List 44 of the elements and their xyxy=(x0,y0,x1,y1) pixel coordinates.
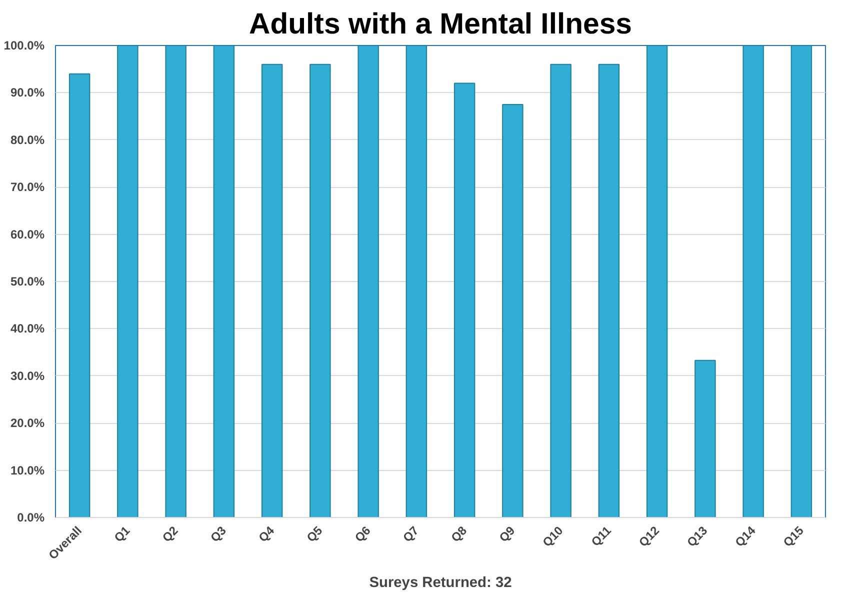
bar xyxy=(406,46,428,518)
chart-title: Adults with a Mental Illness xyxy=(249,8,632,40)
bar xyxy=(310,64,331,518)
x-tick-label: Q5 xyxy=(304,523,326,545)
y-tick-label: 90.0% xyxy=(10,86,45,100)
bar xyxy=(646,46,668,518)
x-tick-label: Q13 xyxy=(684,523,710,550)
y-tick-label: 20.0% xyxy=(10,416,45,430)
bar xyxy=(742,46,764,518)
bar xyxy=(598,64,620,518)
bar xyxy=(117,46,138,518)
bar xyxy=(454,82,476,518)
x-tick-label: Q15 xyxy=(780,523,807,550)
x-axis-title: Sureys Returned: 32 xyxy=(369,575,512,592)
y-tick-label: 80.0% xyxy=(10,132,45,147)
bar xyxy=(358,46,379,518)
y-tick-label: 10.0% xyxy=(10,463,45,478)
x-tick-label: Q12 xyxy=(636,523,662,550)
bar xyxy=(165,46,186,518)
y-tick-label: 40.0% xyxy=(10,322,45,336)
x-tick-label: Q11 xyxy=(588,523,614,550)
y-tick-label: 70.0% xyxy=(10,180,45,194)
x-tick-label: Q9 xyxy=(496,523,518,545)
x-tick-label: Q14 xyxy=(732,523,758,550)
x-tick-label: Q3 xyxy=(208,523,230,545)
y-tick-label: 0.0% xyxy=(17,510,45,524)
bar xyxy=(550,64,572,518)
x-tick-label: Q6 xyxy=(352,523,374,545)
y-tick-label: 50.0% xyxy=(10,274,45,288)
y-tick-label: 100.0% xyxy=(4,38,45,52)
bar xyxy=(694,360,716,518)
bar xyxy=(790,46,812,518)
x-tick-label: Q2 xyxy=(160,523,181,545)
x-tick-label: Q7 xyxy=(400,523,422,545)
x-tick-label: Q1 xyxy=(111,523,133,545)
y-tick-label: 30.0% xyxy=(10,368,45,383)
bar xyxy=(261,64,283,518)
x-tick-label: Q4 xyxy=(256,523,278,545)
x-tick-label: Q8 xyxy=(448,523,470,545)
y-tick-label: 60.0% xyxy=(10,227,45,242)
bar xyxy=(68,73,90,518)
x-tick-label: Q10 xyxy=(540,523,566,550)
bar xyxy=(213,46,235,518)
bar xyxy=(502,104,524,518)
